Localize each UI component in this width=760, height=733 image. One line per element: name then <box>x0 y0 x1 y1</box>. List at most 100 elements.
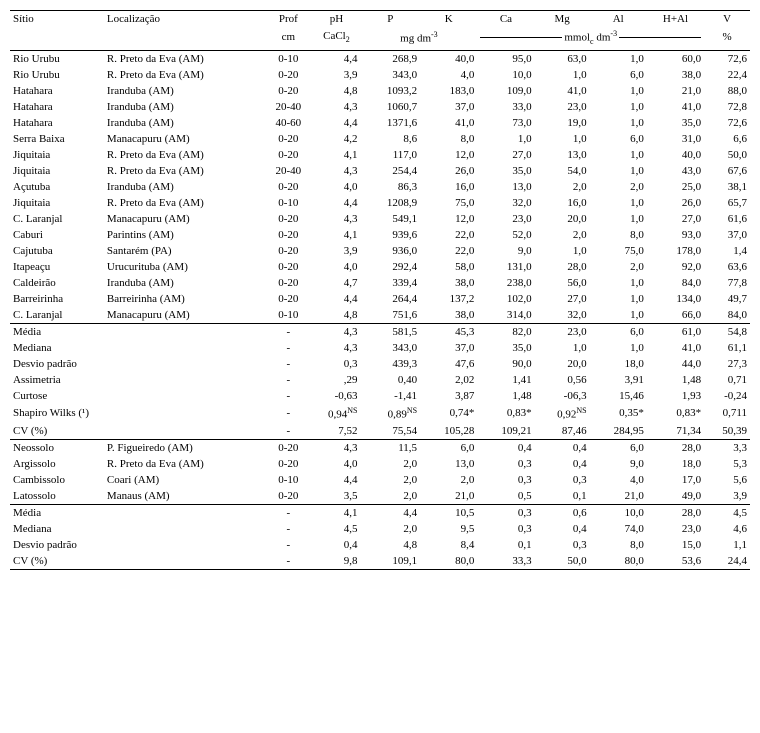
table-row: Média-4,3581,545,382,023,06,061,054,8 <box>10 323 750 340</box>
cell: 35,0 <box>477 163 534 179</box>
units-row: cm CaCl2 mg dm-3 mmolc dm-3 % <box>10 27 750 50</box>
cell: 8,0 <box>590 537 647 553</box>
cell: 0,1 <box>535 488 590 505</box>
cell: 86,3 <box>361 179 421 195</box>
cell: 314,0 <box>477 307 534 324</box>
cell: 60,0 <box>647 50 704 67</box>
cell: 0,1 <box>477 537 534 553</box>
cell: 0,6 <box>535 504 590 521</box>
cell: 183,0 <box>420 83 477 99</box>
cell: 4,8 <box>361 537 421 553</box>
cell: Jiquitaia <box>10 195 104 211</box>
cell: 2,0 <box>361 521 421 537</box>
table-row: ItapeaçuUrucurituba (AM)0-204,0292,458,0… <box>10 259 750 275</box>
cell: 284,95 <box>590 423 647 440</box>
cell: 1,0 <box>535 243 590 259</box>
cell: 13,0 <box>477 179 534 195</box>
cell: 13,0 <box>535 147 590 163</box>
cell: 0,83* <box>477 404 534 423</box>
cell: 16,0 <box>535 195 590 211</box>
cell: 0-10 <box>264 195 312 211</box>
cell: 1,0 <box>590 115 647 131</box>
cell: 28,0 <box>647 439 704 456</box>
cell: 2,0 <box>420 472 477 488</box>
cell: - <box>264 423 312 440</box>
cell: 4,4 <box>312 291 360 307</box>
cell: Cajutuba <box>10 243 104 259</box>
cell: 0-20 <box>264 275 312 291</box>
cell: 1,0 <box>477 131 534 147</box>
cell: 0-20 <box>264 439 312 456</box>
cell: - <box>264 356 312 372</box>
cell: 38,0 <box>420 307 477 324</box>
cell: 1,0 <box>590 195 647 211</box>
cell: 0,89NS <box>361 404 421 423</box>
cell: Neossolo <box>10 439 104 456</box>
cell: 1,0 <box>590 275 647 291</box>
cell: 0,4 <box>535 439 590 456</box>
cell: 12,0 <box>420 147 477 163</box>
cell: 9,0 <box>477 243 534 259</box>
cell: 41,0 <box>647 99 704 115</box>
cell: 2,0 <box>361 472 421 488</box>
table-row: ArgissoloR. Preto da Eva (AM)0-204,02,01… <box>10 456 750 472</box>
h-prof: Prof <box>264 11 312 28</box>
cell: 8,0 <box>420 131 477 147</box>
cell: 178,0 <box>647 243 704 259</box>
cell: 4,4 <box>312 472 360 488</box>
cell: 2,02 <box>420 372 477 388</box>
cell: 4,4 <box>312 195 360 211</box>
cell: 2,0 <box>361 456 421 472</box>
stat-label: Shapiro Wilks (¹) <box>10 404 104 423</box>
cell: 0,3 <box>312 356 360 372</box>
cell: 0,4 <box>535 456 590 472</box>
cell: 4,8 <box>312 83 360 99</box>
cell: 2,0 <box>361 488 421 505</box>
cell: 92,0 <box>647 259 704 275</box>
cell: 439,3 <box>361 356 421 372</box>
cell: 72,6 <box>704 115 750 131</box>
stat-label: CV (%) <box>10 423 104 440</box>
cell: 105,28 <box>420 423 477 440</box>
cell: Caburi <box>10 227 104 243</box>
cell: 0,71 <box>704 372 750 388</box>
cell: 0,5 <box>477 488 534 505</box>
cell: 0-20 <box>264 227 312 243</box>
cell: 4,1 <box>312 504 360 521</box>
u-ph: CaCl2 <box>312 27 360 50</box>
cell: 1208,9 <box>361 195 421 211</box>
cell: 0,3 <box>477 472 534 488</box>
cell: 73,0 <box>477 115 534 131</box>
cell: 80,0 <box>420 553 477 570</box>
cell: 4,3 <box>312 340 360 356</box>
cell: 1,0 <box>590 50 647 67</box>
cell: Parintins (AM) <box>104 227 264 243</box>
cell: Iranduba (AM) <box>104 83 264 99</box>
cell: 3,5 <box>312 488 360 505</box>
cell: 109,1 <box>361 553 421 570</box>
cell: 7,52 <box>312 423 360 440</box>
cell: 53,6 <box>647 553 704 570</box>
cell: 0,3 <box>535 537 590 553</box>
cell: 4,2 <box>312 131 360 147</box>
cell: 4,3 <box>312 99 360 115</box>
cell: 38,0 <box>420 275 477 291</box>
cell: 8,6 <box>361 131 421 147</box>
h-al: Al <box>590 11 647 28</box>
cell: 254,4 <box>361 163 421 179</box>
cell: 4,4 <box>312 50 360 67</box>
cell: R. Preto da Eva (AM) <box>104 147 264 163</box>
cell: 1,0 <box>535 131 590 147</box>
cell: 2,0 <box>590 259 647 275</box>
cell: 1,0 <box>590 83 647 99</box>
table-row: LatossoloManaus (AM)0-203,52,021,00,50,1… <box>10 488 750 505</box>
cell: 37,0 <box>704 227 750 243</box>
cell: 5,3 <box>704 456 750 472</box>
cell: 4,0 <box>590 472 647 488</box>
cell: 339,4 <box>361 275 421 291</box>
cell: 56,0 <box>535 275 590 291</box>
cell: - <box>264 553 312 570</box>
cell: 15,0 <box>647 537 704 553</box>
cell: Rio Urubu <box>10 67 104 83</box>
cell: 4,0 <box>420 67 477 83</box>
